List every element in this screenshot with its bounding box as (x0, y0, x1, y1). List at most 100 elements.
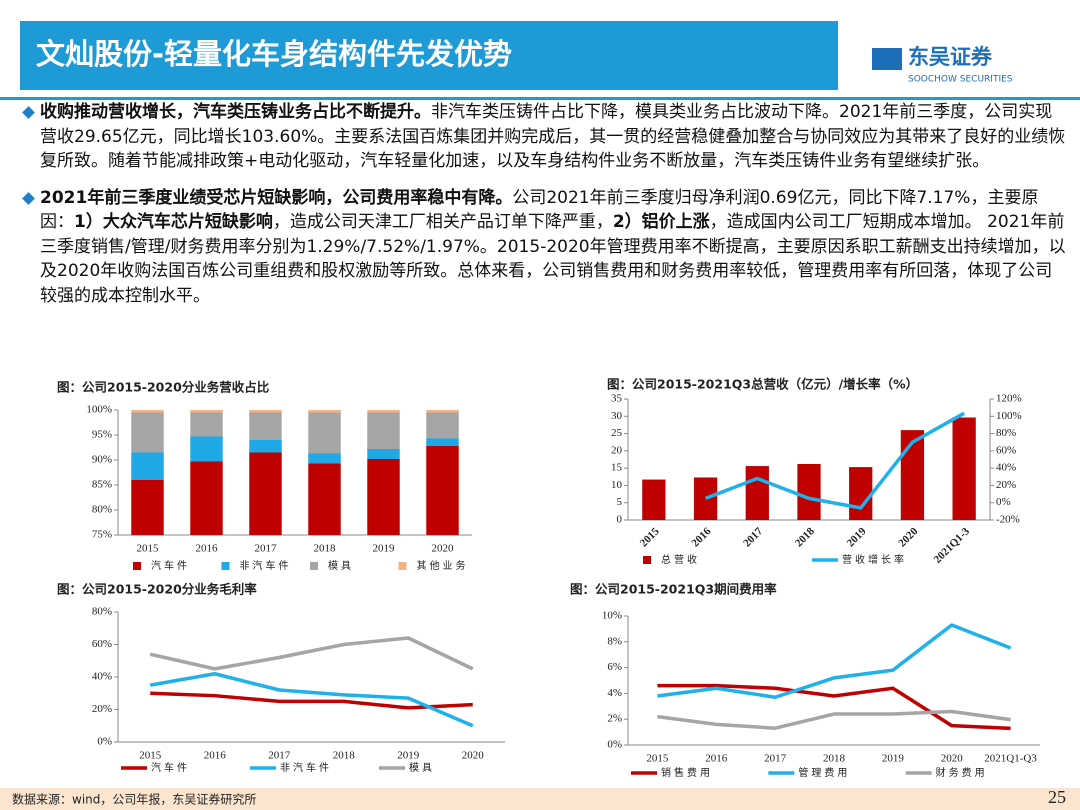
y-tick-label: 40% (92, 671, 112, 683)
logo-mark (872, 48, 902, 70)
bar (190, 461, 223, 535)
x-tick-label: 2018 (793, 525, 817, 549)
x-tick-label: 2015 (638, 525, 662, 549)
bar (367, 410, 400, 413)
body-text: 收购推动营收增长，汽车类压铸业务占比不断提升。非汽车类压铸件占比下降，模具类业务… (22, 100, 1067, 320)
y2-tick-label: 40% (996, 462, 1016, 474)
y-tick-label: 35 (611, 393, 623, 405)
y-tick-label: 100% (86, 404, 112, 416)
line (657, 623, 1012, 700)
x-tick-label: 2021Q1-3 (932, 525, 973, 566)
text: ，造成国内公司工厂短期成本增加。 2021年前三季度销售/管理/财务费用率分别为… (40, 212, 1066, 306)
x-tick-label: 2019 (845, 525, 869, 549)
bar (745, 466, 769, 520)
chart-title: 图：公司2015-2020分业务营收占比 (57, 380, 270, 395)
bar (190, 410, 223, 413)
legend-swatch (398, 562, 407, 570)
text: 非汽车类压铸件占比下降，模具类业务占比波动下降。2021年前三季度，公司实现营收… (40, 102, 1066, 171)
y-tick-label: 75% (92, 529, 112, 541)
logo-cn: 东吴证券 (908, 45, 993, 69)
text: 公司2021年前三季度归母净利润0.69亿元，同比下降7.17%，主要原因： (40, 187, 1039, 233)
y-tick-label: 30 (611, 410, 623, 422)
text: ，造成公司天津工厂相关产品订单下降严重， (272, 212, 613, 232)
bold-text: 1）大众汽车芯片短缺影响 (74, 212, 273, 232)
y2-tick-label: 0% (996, 496, 1011, 508)
divider (0, 97, 1080, 100)
bar (367, 412, 400, 449)
x-tick-label: 2019 (882, 753, 905, 765)
y-tick-label: 85% (92, 479, 112, 491)
chart-title: 图：公司2015-2021Q3总营收（亿元）/增长率（%） (607, 377, 918, 392)
y2-tick-label: 120% (996, 393, 1022, 405)
y-tick-label: 80% (92, 606, 112, 618)
y2-tick-label: 100% (996, 410, 1022, 422)
x-tick-label: 2016 (196, 543, 219, 555)
x-tick-label: 2018 (333, 750, 356, 762)
x-tick-label: 2020 (896, 525, 920, 549)
bar (797, 463, 821, 520)
y-tick-label: 15 (611, 462, 623, 474)
bar (131, 410, 164, 413)
x-tick-label: 2016 (705, 753, 728, 765)
x-tick-label: 2016 (689, 525, 713, 549)
y-tick-label: 0 (617, 514, 623, 526)
bar (952, 417, 976, 520)
footer-bar (0, 788, 1080, 810)
legend-label: 管理费用 (798, 766, 850, 779)
line (149, 636, 474, 671)
y-tick-label: 0% (97, 736, 112, 748)
y-tick-label: 95% (92, 429, 112, 441)
legend-label: 其他业务 (417, 559, 469, 572)
logo-en: SOOCHOW SECURITIES (908, 75, 1013, 85)
x-tick-label: 2018 (314, 543, 337, 555)
legend-label: 非汽车件 (280, 761, 332, 774)
bold-text: 收购推动营收增长，汽车类压铸业务占比不断提升。 (40, 102, 431, 122)
y-tick-label: 90% (92, 454, 112, 466)
legend-swatch (221, 562, 230, 570)
title-bar (20, 21, 838, 90)
bullet: 收购推动营收增长，汽车类压铸业务占比不断提升。非汽车类压铸件占比下降，模具类业务… (22, 100, 1067, 174)
legend-label: 汽车件 (151, 761, 190, 774)
y-tick-label: 20% (92, 703, 112, 715)
x-tick-label: 2015 (139, 750, 162, 762)
line (150, 691, 473, 710)
line (657, 683, 1011, 731)
y-tick-label: 5 (617, 496, 623, 508)
bold-text: 2021年前三季度业绩受芯片短缺影响，公司费用率稳中有降。 (40, 187, 513, 208)
bar (249, 440, 282, 453)
y-tick-label: 80% (92, 504, 112, 516)
bold-text: 2）铝价上涨 (612, 212, 710, 232)
legend-label: 总营收 (661, 553, 700, 566)
x-tick-label: 2019 (397, 750, 420, 762)
slide-title: 文灿股份-轻量化车身结构件先发优势 (36, 37, 512, 71)
bar (900, 430, 925, 520)
x-tick-label: 2015 (137, 543, 160, 555)
legend-swatch (133, 562, 141, 570)
bar (693, 477, 718, 520)
bar (426, 446, 459, 535)
x-tick-label: 2017 (741, 525, 765, 549)
legend-label: 非汽车件 (240, 559, 292, 572)
bar (367, 459, 400, 535)
legend-label: 模具 (409, 762, 435, 774)
legend-label: 营收增长率 (842, 553, 907, 566)
y-tick-label: 60% (92, 638, 112, 650)
legend-label: 汽车件 (151, 559, 190, 572)
x-tick-label: 2017 (268, 750, 291, 762)
legend-label: 财务费用 (936, 766, 988, 779)
bar (131, 412, 164, 453)
x-tick-label: 2020 (941, 753, 964, 765)
page-number: 25 (1048, 787, 1066, 807)
y-tick-label: 6% (607, 661, 622, 673)
y-tick-label: 4% (607, 687, 622, 699)
line (657, 709, 1011, 730)
bar (426, 438, 459, 446)
bar (308, 412, 341, 454)
x-tick-label: 2018 (823, 753, 846, 765)
bar (190, 412, 223, 437)
bar (642, 479, 666, 520)
bar (249, 410, 282, 413)
bullet: 2021年前三季度业绩受芯片短缺影响，公司费用率稳中有降。公司2021年前三季度… (22, 186, 1067, 309)
